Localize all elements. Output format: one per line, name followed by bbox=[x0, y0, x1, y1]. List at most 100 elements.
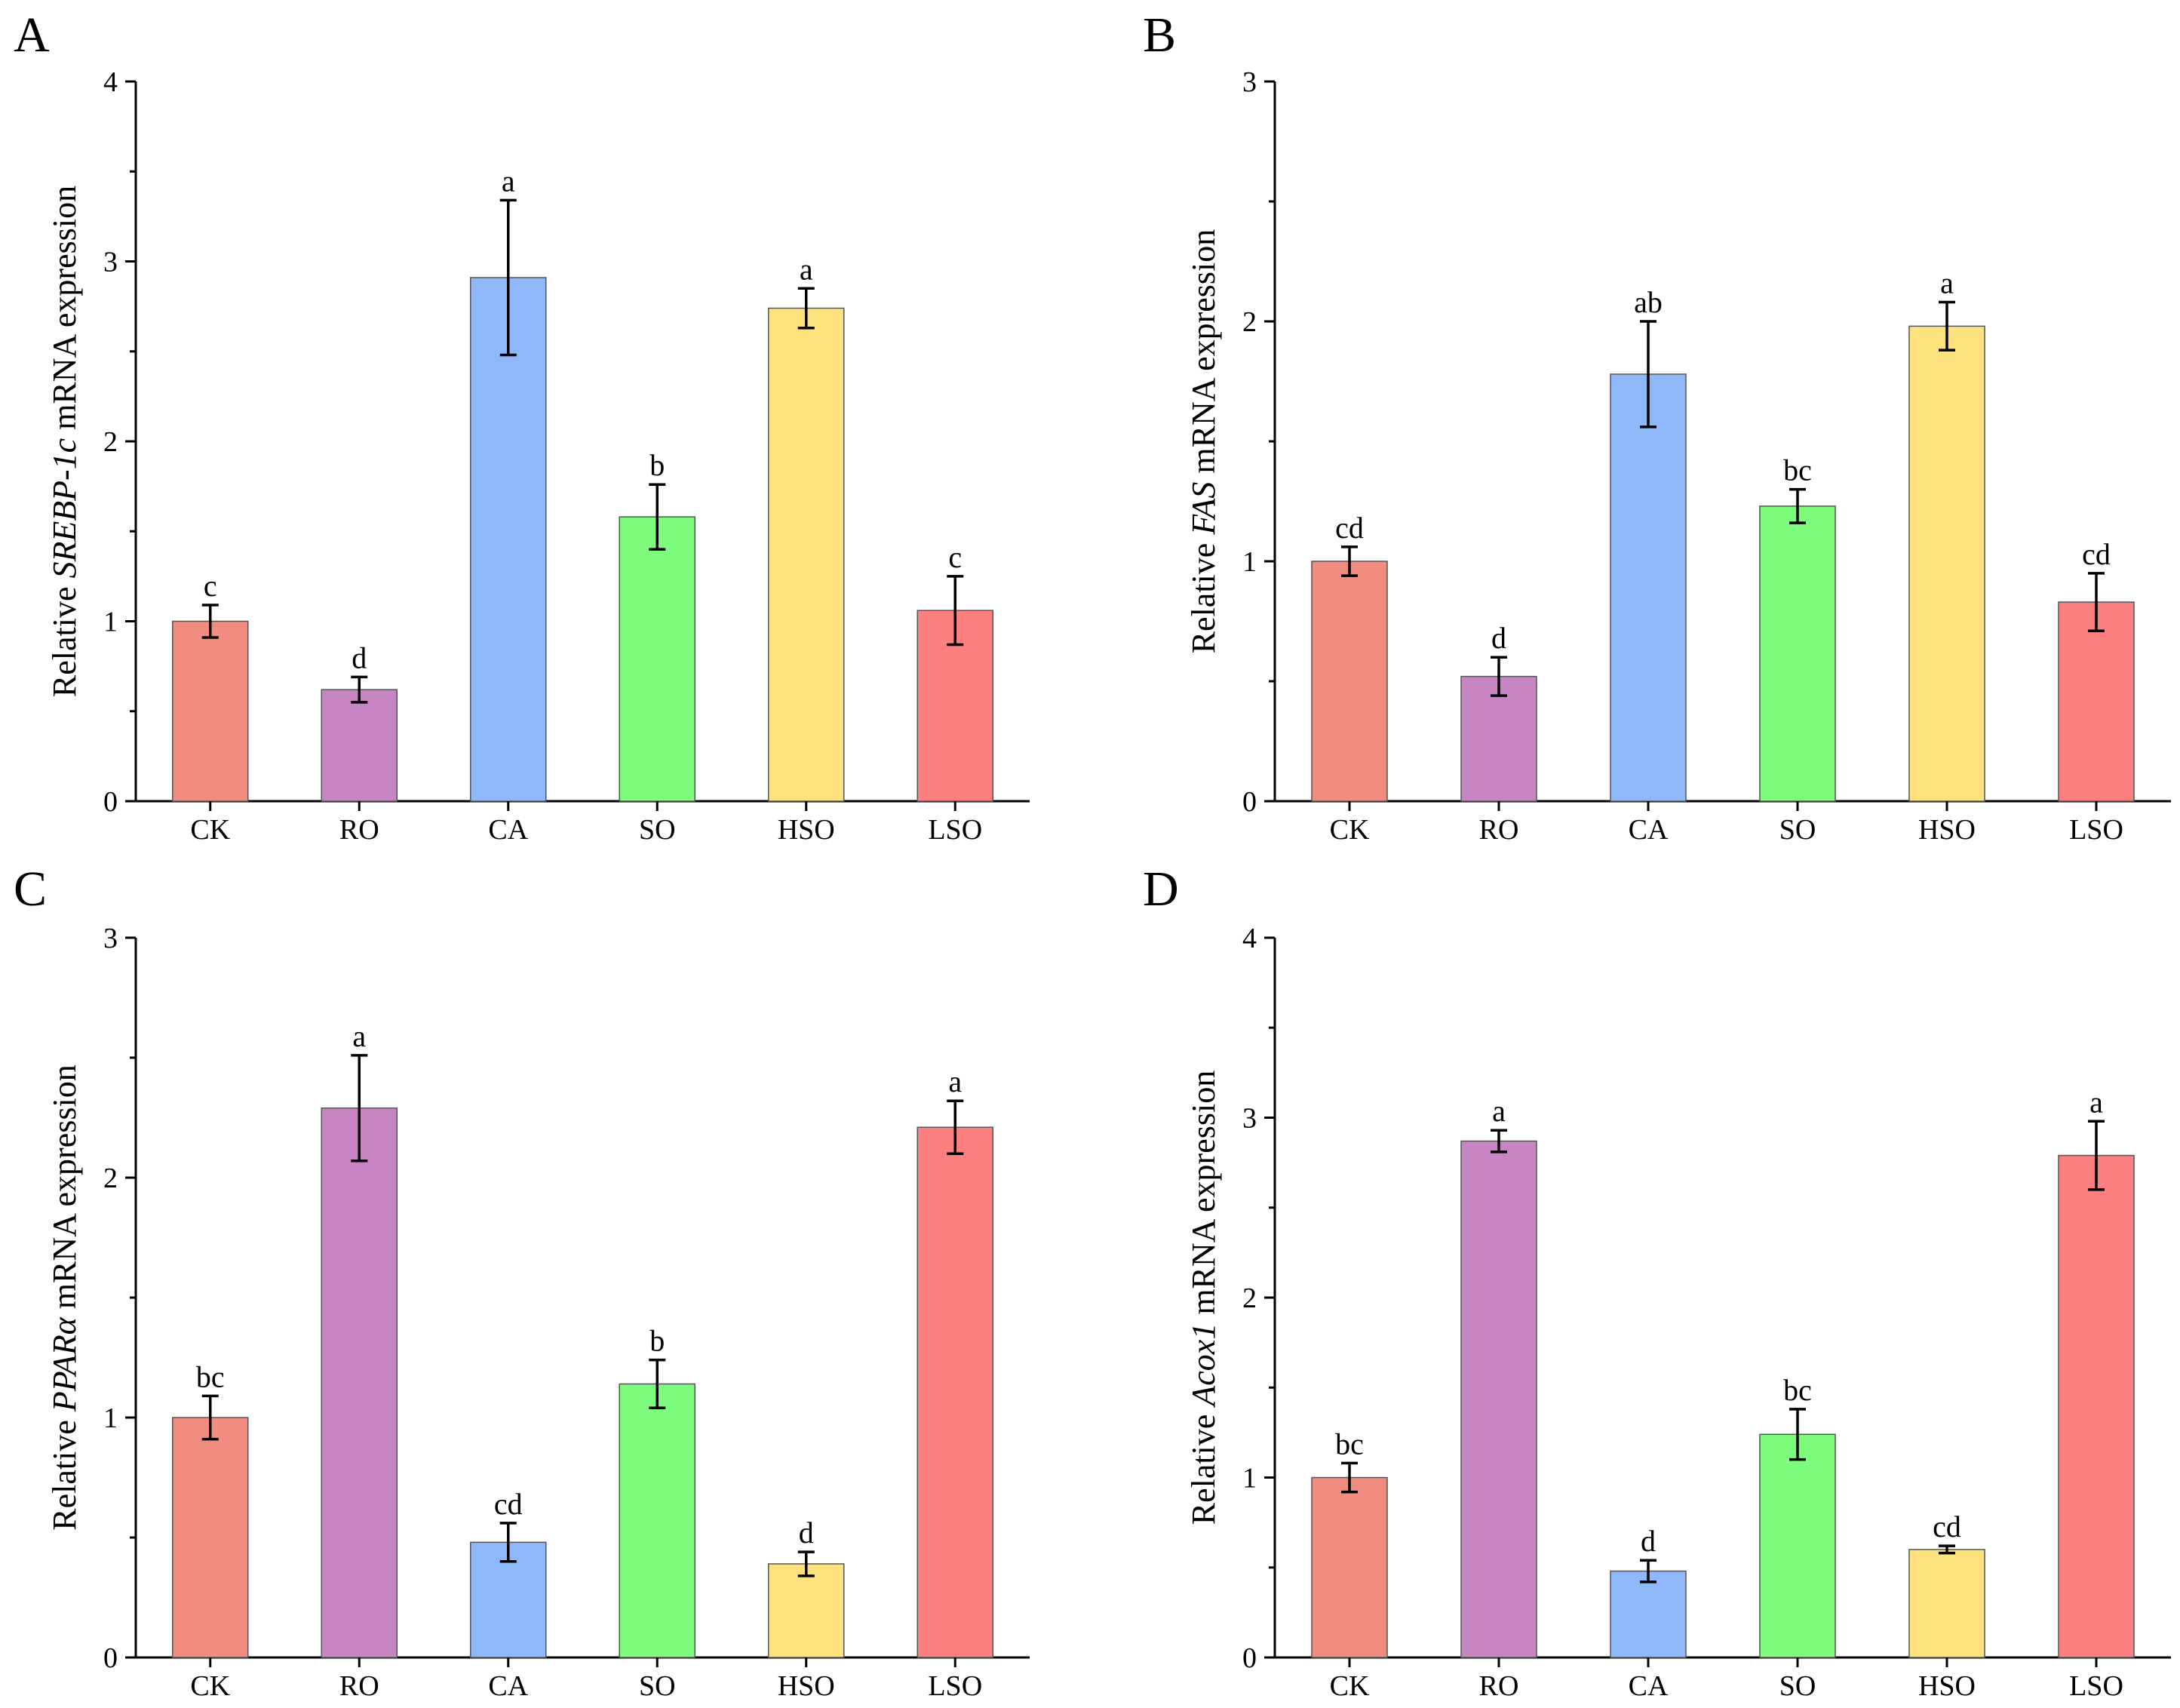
significance-label: bc bbox=[196, 1359, 225, 1393]
x-tick-label: SO bbox=[1779, 1670, 1816, 1702]
bar-lso bbox=[2058, 601, 2135, 802]
error-bar bbox=[1939, 1544, 1955, 1555]
error-bar bbox=[1491, 656, 1507, 697]
significance-label: cd bbox=[2082, 537, 2111, 571]
y-axis-label: Relative FAS mRNA expression bbox=[1185, 229, 1222, 654]
error-bar bbox=[201, 604, 219, 639]
bar-ca bbox=[1610, 373, 1687, 802]
panel-letter: B bbox=[1143, 8, 1176, 63]
error-bar bbox=[351, 675, 368, 704]
panel-letter: C bbox=[14, 862, 47, 917]
error-bar bbox=[649, 1358, 666, 1410]
significance-label: b bbox=[649, 448, 665, 482]
y-tick-label: 0 bbox=[1242, 1642, 1257, 1674]
significance-label: cd bbox=[1335, 511, 1364, 545]
bar-hso bbox=[768, 307, 845, 802]
error-bar bbox=[947, 1099, 964, 1155]
bar-so bbox=[619, 516, 695, 802]
y-tick-label: 3 bbox=[103, 923, 118, 954]
y-tick-label: 3 bbox=[1242, 66, 1257, 98]
error-bar bbox=[1939, 300, 1955, 352]
error-bar bbox=[351, 1054, 368, 1163]
x-tick-label: HSO bbox=[1918, 814, 1976, 846]
significance-label: d bbox=[1491, 621, 1506, 655]
y-axis-label-prefix: Relative bbox=[46, 578, 83, 697]
y-tick-label: 1 bbox=[103, 607, 118, 638]
x-tick-label: CK bbox=[190, 814, 230, 846]
y-axis-label-prefix: Relative bbox=[1185, 535, 1222, 654]
bar-ca bbox=[470, 277, 547, 802]
y-axis-label-gene: SREBP-1c bbox=[46, 438, 83, 578]
y-axis-label-gene: PPARα bbox=[46, 1316, 83, 1412]
bar-hso bbox=[768, 1563, 845, 1658]
bar-hso bbox=[1908, 325, 1985, 802]
y-tick-label: 1 bbox=[1242, 546, 1257, 578]
error-bar bbox=[797, 1550, 815, 1577]
significance-label: c bbox=[204, 569, 217, 603]
panel-c: C 0 1 2 3 bc CK a RO cd CA b SO d HSO a LSO Relative PPAR… bbox=[14, 862, 1030, 1702]
significance-label: c bbox=[948, 540, 962, 574]
error-bar bbox=[1640, 1559, 1656, 1584]
bar-ro bbox=[321, 1107, 398, 1658]
x-tick-label: CA bbox=[1629, 1670, 1669, 1702]
bar-ro bbox=[1460, 1140, 1537, 1658]
panel-letter: D bbox=[1143, 862, 1179, 917]
y-tick-label: 0 bbox=[103, 1642, 118, 1674]
bar-so bbox=[1759, 505, 1836, 802]
x-tick-label: RO bbox=[1479, 814, 1519, 846]
error-bar bbox=[1789, 487, 1806, 524]
y-axis-label: Relative PPARα mRNA expression bbox=[46, 1064, 83, 1530]
significance-label: bc bbox=[1335, 1427, 1364, 1461]
y-tick-label: 3 bbox=[1242, 1103, 1257, 1135]
significance-label: d bbox=[1641, 1524, 1656, 1558]
x-tick-label: SO bbox=[1779, 814, 1816, 846]
error-bar bbox=[649, 483, 666, 551]
significance-label: a bbox=[800, 252, 813, 286]
significance-label: d bbox=[799, 1516, 814, 1550]
y-tick-label: 3 bbox=[103, 247, 118, 278]
bar-ca bbox=[1610, 1570, 1687, 1658]
error-bar bbox=[1491, 1129, 1507, 1154]
significance-label: ab bbox=[1634, 285, 1663, 319]
significance-label: a bbox=[502, 164, 515, 198]
significance-label: a bbox=[352, 1019, 366, 1053]
y-axis-label-gene: FAS bbox=[1185, 482, 1222, 536]
bar-lso bbox=[2058, 1154, 2135, 1658]
significance-label: bc bbox=[1783, 453, 1812, 487]
x-tick-label: CK bbox=[1330, 814, 1370, 846]
significance-label: cd bbox=[1933, 1510, 1961, 1544]
y-tick-label: 2 bbox=[1242, 1283, 1257, 1314]
bar-ro bbox=[1460, 675, 1537, 802]
error-bar bbox=[797, 287, 815, 330]
y-axis-label-suffix: mRNA expression bbox=[1185, 229, 1222, 482]
x-tick-label: CA bbox=[488, 814, 528, 846]
x-tick-label: SO bbox=[639, 1670, 676, 1702]
panel-letter: A bbox=[14, 8, 50, 63]
error-bar bbox=[947, 575, 964, 647]
error-bar bbox=[1640, 320, 1656, 429]
bar-so bbox=[1759, 1433, 1836, 1658]
significance-label: d bbox=[352, 640, 367, 674]
x-tick-label: HSO bbox=[778, 814, 835, 846]
y-axis-label-suffix: mRNA expression bbox=[1185, 1071, 1222, 1323]
y-tick-label: 1 bbox=[1242, 1463, 1257, 1494]
y-axis-label: Relative Acox1 mRNA expression bbox=[1185, 1071, 1222, 1525]
y-tick-label: 0 bbox=[103, 786, 118, 818]
x-tick-label: CK bbox=[1330, 1670, 1370, 1702]
y-tick-label: 0 bbox=[1242, 786, 1257, 818]
y-axis-label-suffix: mRNA expression bbox=[46, 1064, 83, 1317]
x-tick-label: LSO bbox=[2069, 814, 2123, 846]
bar-lso bbox=[917, 1126, 993, 1658]
x-tick-label: RO bbox=[339, 1670, 379, 1702]
y-tick-label: 4 bbox=[103, 66, 118, 98]
y-tick-label: 2 bbox=[103, 426, 118, 458]
x-tick-label: CA bbox=[1629, 814, 1669, 846]
bar-ck bbox=[172, 620, 249, 802]
x-tick-label: RO bbox=[1479, 1670, 1519, 1702]
bar-ro bbox=[321, 689, 398, 802]
significance-label: cd bbox=[494, 1487, 523, 1521]
significance-label: a bbox=[1940, 266, 1954, 300]
error-bar bbox=[499, 198, 517, 357]
bar-ck bbox=[172, 1417, 249, 1658]
x-tick-label: RO bbox=[339, 814, 379, 846]
